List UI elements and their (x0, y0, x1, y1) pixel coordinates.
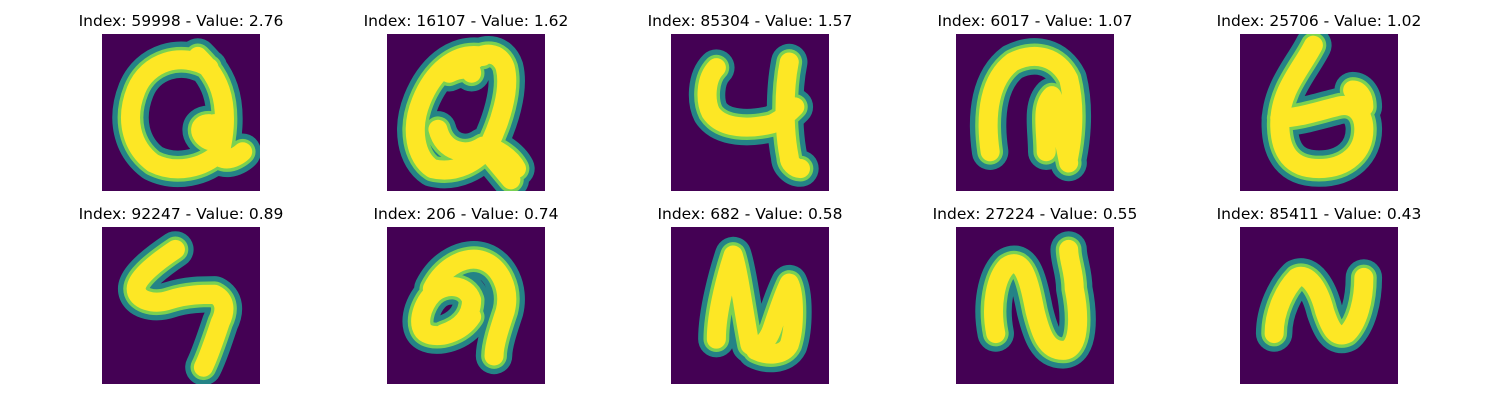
sample-title: Index: 25706 - Value: 1.02 (1216, 12, 1422, 30)
digit-image (387, 227, 545, 384)
handwritten-n-curve-glyph (975, 231, 1096, 369)
sample-title: Index: 92247 - Value: 0.89 (78, 205, 284, 223)
digit-image (956, 227, 1114, 384)
sample-tile: Index: 206 - Value: 0.74 (356, 205, 576, 384)
sample-title: Index: 206 - Value: 0.74 (373, 205, 559, 223)
sample-tile: Index: 25706 - Value: 1.02 (1209, 12, 1429, 191)
handwritten-n-wave-glyph (698, 236, 812, 373)
digit-image (1240, 34, 1398, 191)
sample-tile: Index: 85411 - Value: 0.43 (1209, 205, 1429, 384)
sample-tile: Index: 682 - Value: 0.58 (640, 205, 860, 384)
sample-tile: Index: 59998 - Value: 2.76 (71, 12, 291, 191)
sample-tile: Index: 85304 - Value: 1.57 (640, 12, 860, 191)
handwritten-q-loop-glyph (112, 38, 260, 187)
digit-image (1240, 227, 1398, 384)
handwritten-q-scribble-glyph (397, 36, 535, 191)
sample-title: Index: 59998 - Value: 2.76 (78, 12, 284, 30)
handwritten-four-glyph (688, 43, 819, 187)
handwritten-zigzag-glyph (117, 231, 243, 384)
handwritten-hook-glyph (402, 241, 525, 375)
handwritten-n-arch-glyph (969, 38, 1092, 182)
sample-title: Index: 6017 - Value: 1.07 (937, 12, 1133, 30)
sample-title: Index: 16107 - Value: 1.62 (363, 12, 569, 30)
handwritten-b-bowl-glyph (1261, 34, 1383, 187)
digit-image (102, 34, 260, 191)
digit-image (956, 34, 1114, 191)
sample-title: Index: 85304 - Value: 1.57 (647, 12, 853, 30)
sample-tile: Index: 6017 - Value: 1.07 (925, 12, 1145, 191)
sample-tile: Index: 27224 - Value: 0.55 (925, 205, 1145, 384)
sample-title: Index: 27224 - Value: 0.55 (932, 205, 1138, 223)
handwritten-n-small-glyph (1255, 258, 1383, 354)
sample-title: Index: 85411 - Value: 0.43 (1216, 205, 1422, 223)
digit-image (387, 34, 545, 191)
sample-tile: Index: 92247 - Value: 0.89 (71, 205, 291, 384)
sample-tile: Index: 16107 - Value: 1.62 (356, 12, 576, 191)
digit-image (671, 227, 829, 384)
digit-image (671, 34, 829, 191)
digit-image (102, 227, 260, 384)
sample-title: Index: 682 - Value: 0.58 (657, 205, 843, 223)
